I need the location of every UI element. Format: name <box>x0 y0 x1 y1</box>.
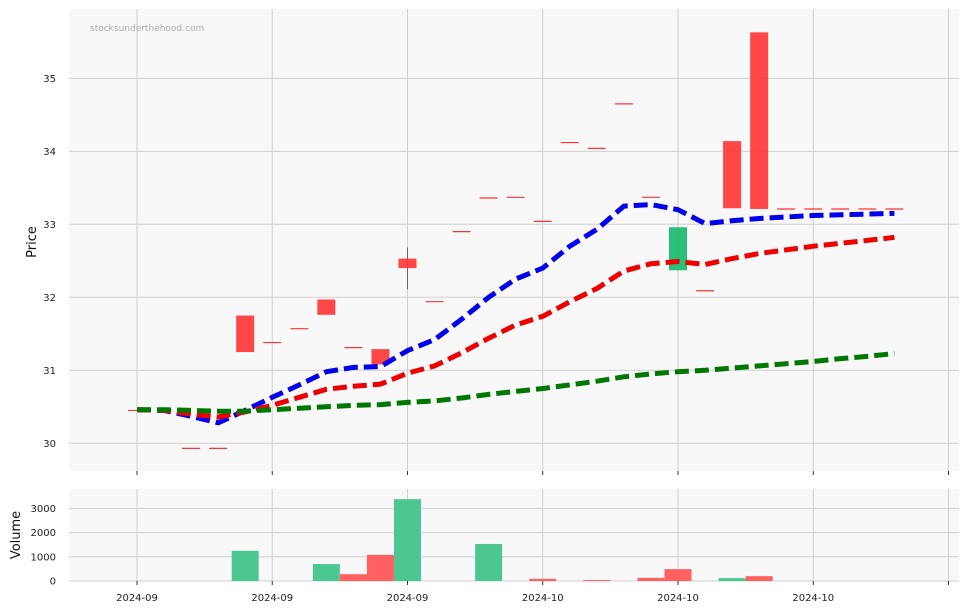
volume-y-tick: 0 <box>50 577 56 588</box>
volume-axis-label: Volume <box>9 511 24 559</box>
x-tick-labels: 2024-09 2024-09 2024-09 2024-10 2024-10 2024-… <box>116 471 949 604</box>
volume-panel-background <box>69 489 959 581</box>
volume-bar <box>529 578 557 581</box>
volume-bar <box>745 576 773 581</box>
price-panel-background <box>69 9 959 471</box>
volume-bar <box>339 574 367 581</box>
candle <box>371 349 390 365</box>
volume-bar <box>718 578 746 581</box>
volume-y-tick-labels: 0 1000 2000 3000 <box>31 504 56 588</box>
moving-average-line <box>137 351 895 414</box>
candle <box>317 299 336 315</box>
volume-bar <box>475 543 503 581</box>
volume-bar <box>664 569 692 581</box>
moving-average-line <box>136 234 895 420</box>
price-y-tick: 30 <box>43 439 56 450</box>
price-y-tick: 35 <box>43 74 56 85</box>
x-tick-label: 2024-10 <box>522 593 564 604</box>
volume-y-tick: 3000 <box>31 504 56 515</box>
volume-gridlines <box>69 489 959 582</box>
candle <box>236 315 255 353</box>
watermark: stocksunderthehood.com <box>90 24 204 34</box>
candles <box>128 32 904 449</box>
x-tick-label: 2024-10 <box>792 593 834 604</box>
candle <box>750 32 769 209</box>
price-y-tick: 31 <box>43 366 56 377</box>
volume-bars <box>231 499 773 581</box>
volume-bar <box>312 564 340 581</box>
x-tick-label: 2024-09 <box>251 593 293 604</box>
price-y-tick: 32 <box>43 293 56 304</box>
candle <box>723 141 742 209</box>
price-axis-label: Price <box>25 226 40 258</box>
price-y-tick-labels: 30 31 32 33 34 35 <box>43 74 56 450</box>
volume-bar <box>637 577 665 581</box>
price-y-tick: 33 <box>43 220 56 231</box>
volume-bar <box>231 550 259 581</box>
x-tick-label: 2024-10 <box>657 593 699 604</box>
volume-y-tick: 2000 <box>31 528 56 539</box>
moving-averages <box>136 202 895 426</box>
price-y-tick: 34 <box>43 147 56 158</box>
volume-y-tick: 1000 <box>31 552 56 563</box>
candle <box>398 258 417 269</box>
x-tick-label: 2024-09 <box>387 593 429 604</box>
volume-bar <box>583 580 611 581</box>
moving-average-line <box>136 202 895 426</box>
volume-bar <box>366 554 394 581</box>
x-tick-label: 2024-09 <box>116 593 158 604</box>
volume-bar <box>394 499 421 581</box>
